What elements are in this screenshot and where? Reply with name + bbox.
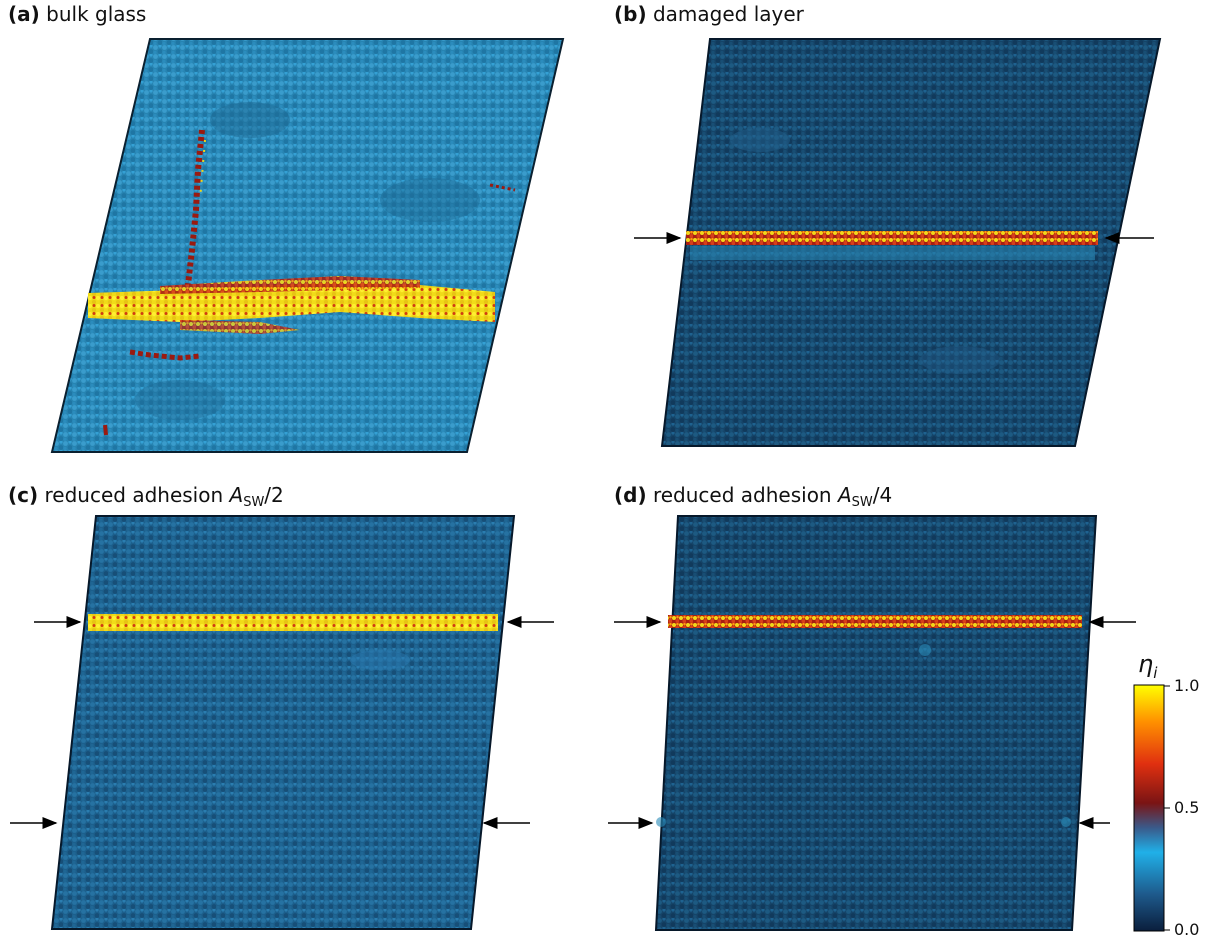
panel-a-label: (a) bulk glass (8, 2, 146, 26)
panel-c-letter: (c) (8, 483, 39, 507)
colorbar-tick-label-top: 1.0 (1174, 676, 1200, 695)
panel-b-label: (b) damaged layer (614, 2, 804, 26)
panel-d-suffix: /4 (872, 483, 893, 507)
panel-c-suffix: /2 (264, 483, 284, 507)
colorbar-gradient (1133, 684, 1165, 932)
colorbar-subscript: i (1153, 664, 1158, 682)
panel-d-subscript: SW (851, 495, 873, 510)
colorbar-symbol: η (1138, 650, 1154, 678)
panel-d-label: (d) reduced adhesion ASW/4 (614, 483, 893, 510)
panel-b-title: damaged layer (652, 2, 804, 26)
colorbar (1133, 684, 1170, 932)
panel-c-title: reduced adhesion (44, 483, 230, 507)
panel-d-title: reduced adhesion (652, 483, 838, 507)
panel-d-symbol: A (837, 483, 852, 507)
colorbar-title: ηi (1138, 650, 1157, 682)
colorbar-tick-label-bottom: 0.0 (1174, 920, 1200, 939)
panel-a-simulation (50, 38, 565, 453)
panel-c-subscript: SW (243, 495, 265, 510)
colorbar-tick-label-mid: 0.5 (1174, 798, 1200, 817)
panel-b-letter: (b) (614, 2, 647, 26)
panel-c-simulation (50, 515, 516, 930)
panel-d-letter: (d) (614, 483, 647, 507)
panel-a-letter: (a) (8, 2, 40, 26)
panel-d-simulation (654, 515, 1098, 931)
panel-c-symbol: A (229, 483, 244, 507)
panel-c-label: (c) reduced adhesion ASW/2 (8, 483, 284, 510)
panel-a-title: bulk glass (46, 2, 147, 26)
panel-b-simulation (660, 38, 1162, 447)
